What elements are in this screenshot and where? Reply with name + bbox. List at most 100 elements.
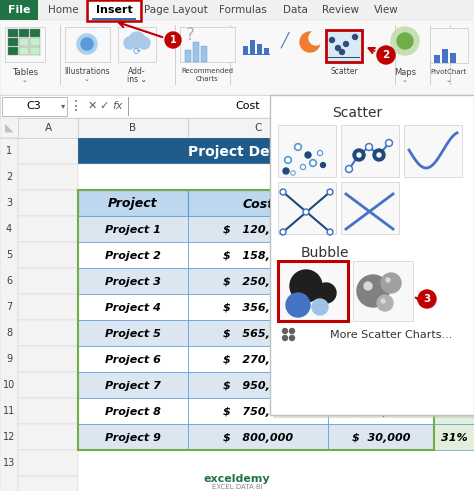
Text: PivotChart: PivotChart bbox=[431, 69, 467, 75]
Circle shape bbox=[283, 328, 288, 333]
Circle shape bbox=[296, 145, 300, 149]
Circle shape bbox=[283, 335, 288, 340]
Circle shape bbox=[301, 164, 306, 169]
Circle shape bbox=[302, 166, 304, 168]
Circle shape bbox=[304, 211, 308, 214]
Circle shape bbox=[286, 158, 290, 162]
Bar bbox=[243, 46, 248, 54]
Bar bbox=[19, 47, 29, 55]
Text: 4: 4 bbox=[6, 224, 12, 234]
Bar bbox=[341, 182, 399, 234]
Bar bbox=[328, 268, 434, 294]
Circle shape bbox=[329, 37, 335, 43]
Text: $  2,1: $ 2,1 bbox=[364, 277, 399, 287]
Text: 13: 13 bbox=[3, 458, 15, 468]
Text: Insert: Insert bbox=[96, 5, 132, 15]
Circle shape bbox=[316, 283, 336, 303]
Text: ?: ? bbox=[185, 26, 194, 44]
Bar bbox=[328, 372, 434, 398]
Bar bbox=[450, 53, 456, 63]
Circle shape bbox=[280, 189, 286, 195]
Bar bbox=[78, 320, 188, 346]
Text: $   158,000: $ 158,000 bbox=[223, 251, 293, 261]
Circle shape bbox=[318, 151, 322, 156]
Circle shape bbox=[284, 157, 292, 164]
Bar bbox=[30, 29, 40, 37]
Bar bbox=[395, 25, 396, 85]
Bar bbox=[18, 372, 78, 398]
Text: Project: Project bbox=[108, 197, 158, 211]
Bar bbox=[18, 346, 78, 372]
Bar bbox=[341, 125, 399, 177]
Bar bbox=[78, 372, 188, 398]
Text: 10: 10 bbox=[3, 380, 15, 390]
Text: ╱: ╱ bbox=[281, 32, 289, 48]
Bar bbox=[18, 190, 78, 216]
Bar bbox=[78, 190, 434, 450]
Bar bbox=[434, 346, 474, 372]
Text: Project 2: Project 2 bbox=[105, 251, 161, 261]
Text: 3: 3 bbox=[6, 198, 12, 208]
Bar bbox=[270, 95, 474, 415]
Circle shape bbox=[328, 230, 331, 234]
Bar bbox=[0, 118, 474, 138]
Text: fx: fx bbox=[113, 101, 123, 111]
Bar bbox=[188, 320, 328, 346]
Text: $   565,000: $ 565,000 bbox=[223, 329, 293, 339]
Circle shape bbox=[328, 191, 331, 193]
Circle shape bbox=[339, 50, 345, 55]
Bar bbox=[18, 216, 78, 242]
Text: Profit: Profit bbox=[361, 197, 401, 211]
Bar bbox=[278, 125, 336, 177]
Bar bbox=[78, 294, 188, 320]
Text: ⟳: ⟳ bbox=[133, 47, 141, 57]
Circle shape bbox=[311, 161, 315, 165]
Text: 9%: 9% bbox=[445, 329, 464, 339]
Bar bbox=[78, 242, 188, 268]
Circle shape bbox=[357, 275, 389, 307]
Bar bbox=[19, 29, 29, 37]
Bar bbox=[18, 294, 78, 320]
Bar bbox=[0, 0, 474, 95]
Text: D: D bbox=[377, 123, 385, 133]
Text: Cost: Cost bbox=[235, 101, 260, 111]
Bar bbox=[30, 47, 40, 55]
Bar bbox=[0, 138, 18, 491]
Bar bbox=[128, 97, 129, 116]
Bar bbox=[8, 47, 18, 55]
Bar bbox=[18, 268, 78, 294]
Bar bbox=[430, 28, 468, 63]
Circle shape bbox=[292, 172, 294, 174]
Text: Project 6: Project 6 bbox=[105, 355, 161, 365]
Text: 25%: 25% bbox=[441, 407, 467, 417]
Text: $  10,0: $ 10,0 bbox=[359, 251, 402, 261]
Bar bbox=[434, 320, 474, 346]
Bar bbox=[434, 398, 474, 424]
Bar bbox=[78, 164, 434, 190]
Text: 1: 1 bbox=[6, 146, 12, 156]
Bar bbox=[188, 424, 328, 450]
Circle shape bbox=[344, 42, 348, 47]
Text: Page Layout: Page Layout bbox=[144, 5, 208, 15]
Text: More Scatter Charts...: More Scatter Charts... bbox=[330, 330, 452, 340]
Bar bbox=[0, 20, 474, 95]
Text: Illustrations: Illustrations bbox=[64, 66, 110, 76]
Circle shape bbox=[280, 229, 286, 235]
Bar bbox=[175, 25, 176, 85]
Bar bbox=[65, 27, 110, 62]
Text: ins ⌄: ins ⌄ bbox=[127, 75, 147, 83]
Text: File: File bbox=[8, 5, 30, 15]
Text: Project 5: Project 5 bbox=[105, 329, 161, 339]
Bar bbox=[188, 118, 328, 138]
Text: A: A bbox=[45, 123, 52, 133]
Text: Bubble: Bubble bbox=[301, 246, 349, 260]
Text: 8: 8 bbox=[6, 328, 12, 338]
Text: 6: 6 bbox=[6, 276, 12, 286]
Text: B: B bbox=[129, 123, 137, 133]
Text: 5: 5 bbox=[6, 250, 12, 260]
Text: $   800,000: $ 800,000 bbox=[223, 433, 293, 443]
Bar bbox=[0, 95, 474, 118]
Text: View: View bbox=[374, 5, 398, 15]
Bar bbox=[326, 30, 362, 62]
Text: Maps: Maps bbox=[394, 67, 416, 77]
